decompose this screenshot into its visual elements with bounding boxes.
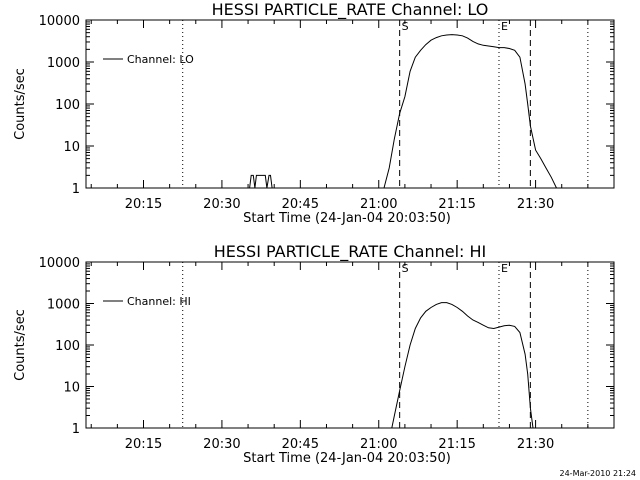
y-tick-label: 10000 xyxy=(39,14,80,29)
marker-label: S xyxy=(402,262,409,275)
y-axis-label: Counts/sec xyxy=(13,68,28,140)
y-tick-label: 100 xyxy=(55,339,80,354)
x-tick-label: 20:15 xyxy=(125,197,162,212)
x-tick-label: 21:00 xyxy=(360,437,397,452)
marker-label: S xyxy=(402,20,409,33)
y-tick-label: 10 xyxy=(63,381,80,396)
x-tick-label: 20:30 xyxy=(203,197,240,212)
x-axis-label: Start Time (24-Jan-04 20:03:50) xyxy=(243,451,451,466)
y-tick-label: 1000 xyxy=(47,298,80,313)
x-tick-label: 20:15 xyxy=(125,437,162,452)
y-tick-label: 100 xyxy=(55,98,80,113)
y-tick-label: 1000 xyxy=(47,56,80,71)
y-tick-label: 1 xyxy=(72,182,80,197)
y-tick-label: 1 xyxy=(72,422,80,437)
chart-title: HESSI PARTICLE_RATE Channel: HI xyxy=(214,242,487,262)
panel-hi: HESSI PARTICLE_RATE Channel: HI 20:15 20:3… xyxy=(13,242,615,466)
x-tick-label: 21:00 xyxy=(360,197,397,212)
y-axis-label: Counts/sec xyxy=(13,309,28,381)
marker-label: E xyxy=(501,20,508,33)
legend-entry: Channel: LO xyxy=(127,53,194,66)
x-tick-label: 20:30 xyxy=(203,437,240,452)
x-tick-label: 21:30 xyxy=(517,197,554,212)
legend-entry: Channel: HI xyxy=(127,295,191,308)
x-tick-label: 21:15 xyxy=(438,197,475,212)
series-line xyxy=(248,174,275,189)
x-tick-label: 21:30 xyxy=(517,437,554,452)
x-tick-label: 20:45 xyxy=(282,437,319,452)
x-axis-label: Start Time (24-Jan-04 20:03:50) xyxy=(243,211,451,226)
x-tick-label: 20:45 xyxy=(282,197,319,212)
y-tick-label: 10 xyxy=(63,140,80,155)
footer-timestamp: 24-Mar-2010 21:24 xyxy=(560,469,637,478)
marker-label: E xyxy=(501,262,508,275)
series-line xyxy=(383,34,557,189)
y-tick-label: 10000 xyxy=(39,256,80,271)
x-tick-label: 21:15 xyxy=(438,437,475,452)
series-line xyxy=(391,302,534,429)
panel-lo: HESSI PARTICLE_RATE Channel: LO 20:15 20:3… xyxy=(13,0,615,226)
chart-title: HESSI PARTICLE_RATE Channel: LO xyxy=(212,0,489,20)
